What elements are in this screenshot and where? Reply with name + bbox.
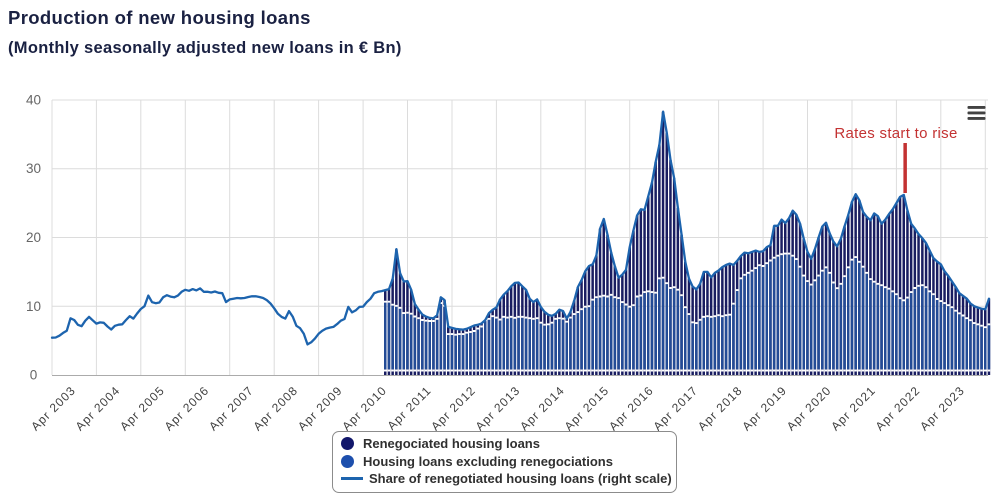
svg-text:Apr 2016: Apr 2016: [606, 383, 656, 433]
svg-text:Apr 2021: Apr 2021: [828, 383, 878, 433]
svg-text:Apr 2023: Apr 2023: [917, 383, 967, 433]
svg-text:Rates start to rise: Rates start to rise: [834, 125, 957, 142]
svg-text:Apr 2006: Apr 2006: [162, 383, 212, 433]
svg-text:20: 20: [26, 230, 41, 245]
svg-text:Apr 2018: Apr 2018: [695, 383, 745, 433]
svg-text:Apr 2004: Apr 2004: [73, 383, 123, 433]
svg-text:0: 0: [30, 368, 38, 383]
svg-text:Apr 2022: Apr 2022: [873, 383, 923, 433]
svg-text:Apr 2017: Apr 2017: [650, 383, 700, 433]
svg-text:Apr 2020: Apr 2020: [784, 383, 834, 433]
svg-text:10: 10: [26, 299, 41, 314]
svg-text:Apr 2005: Apr 2005: [117, 383, 167, 433]
svg-text:Apr 2012: Apr 2012: [428, 383, 478, 433]
svg-text:Apr 2019: Apr 2019: [739, 383, 789, 433]
svg-text:Apr 2003: Apr 2003: [28, 383, 78, 433]
svg-text:Apr 2011: Apr 2011: [384, 383, 434, 433]
svg-text:40: 40: [26, 93, 41, 108]
svg-text:Apr 2014: Apr 2014: [517, 383, 567, 433]
svg-text:Apr 2013: Apr 2013: [473, 383, 523, 433]
svg-text:Apr 2009: Apr 2009: [295, 383, 345, 433]
svg-text:Apr 2008: Apr 2008: [250, 383, 300, 433]
svg-text:30: 30: [26, 161, 41, 176]
svg-text:Apr 2007: Apr 2007: [206, 383, 256, 433]
svg-text:Apr 2010: Apr 2010: [339, 383, 389, 433]
svg-text:Apr 2015: Apr 2015: [562, 383, 612, 433]
